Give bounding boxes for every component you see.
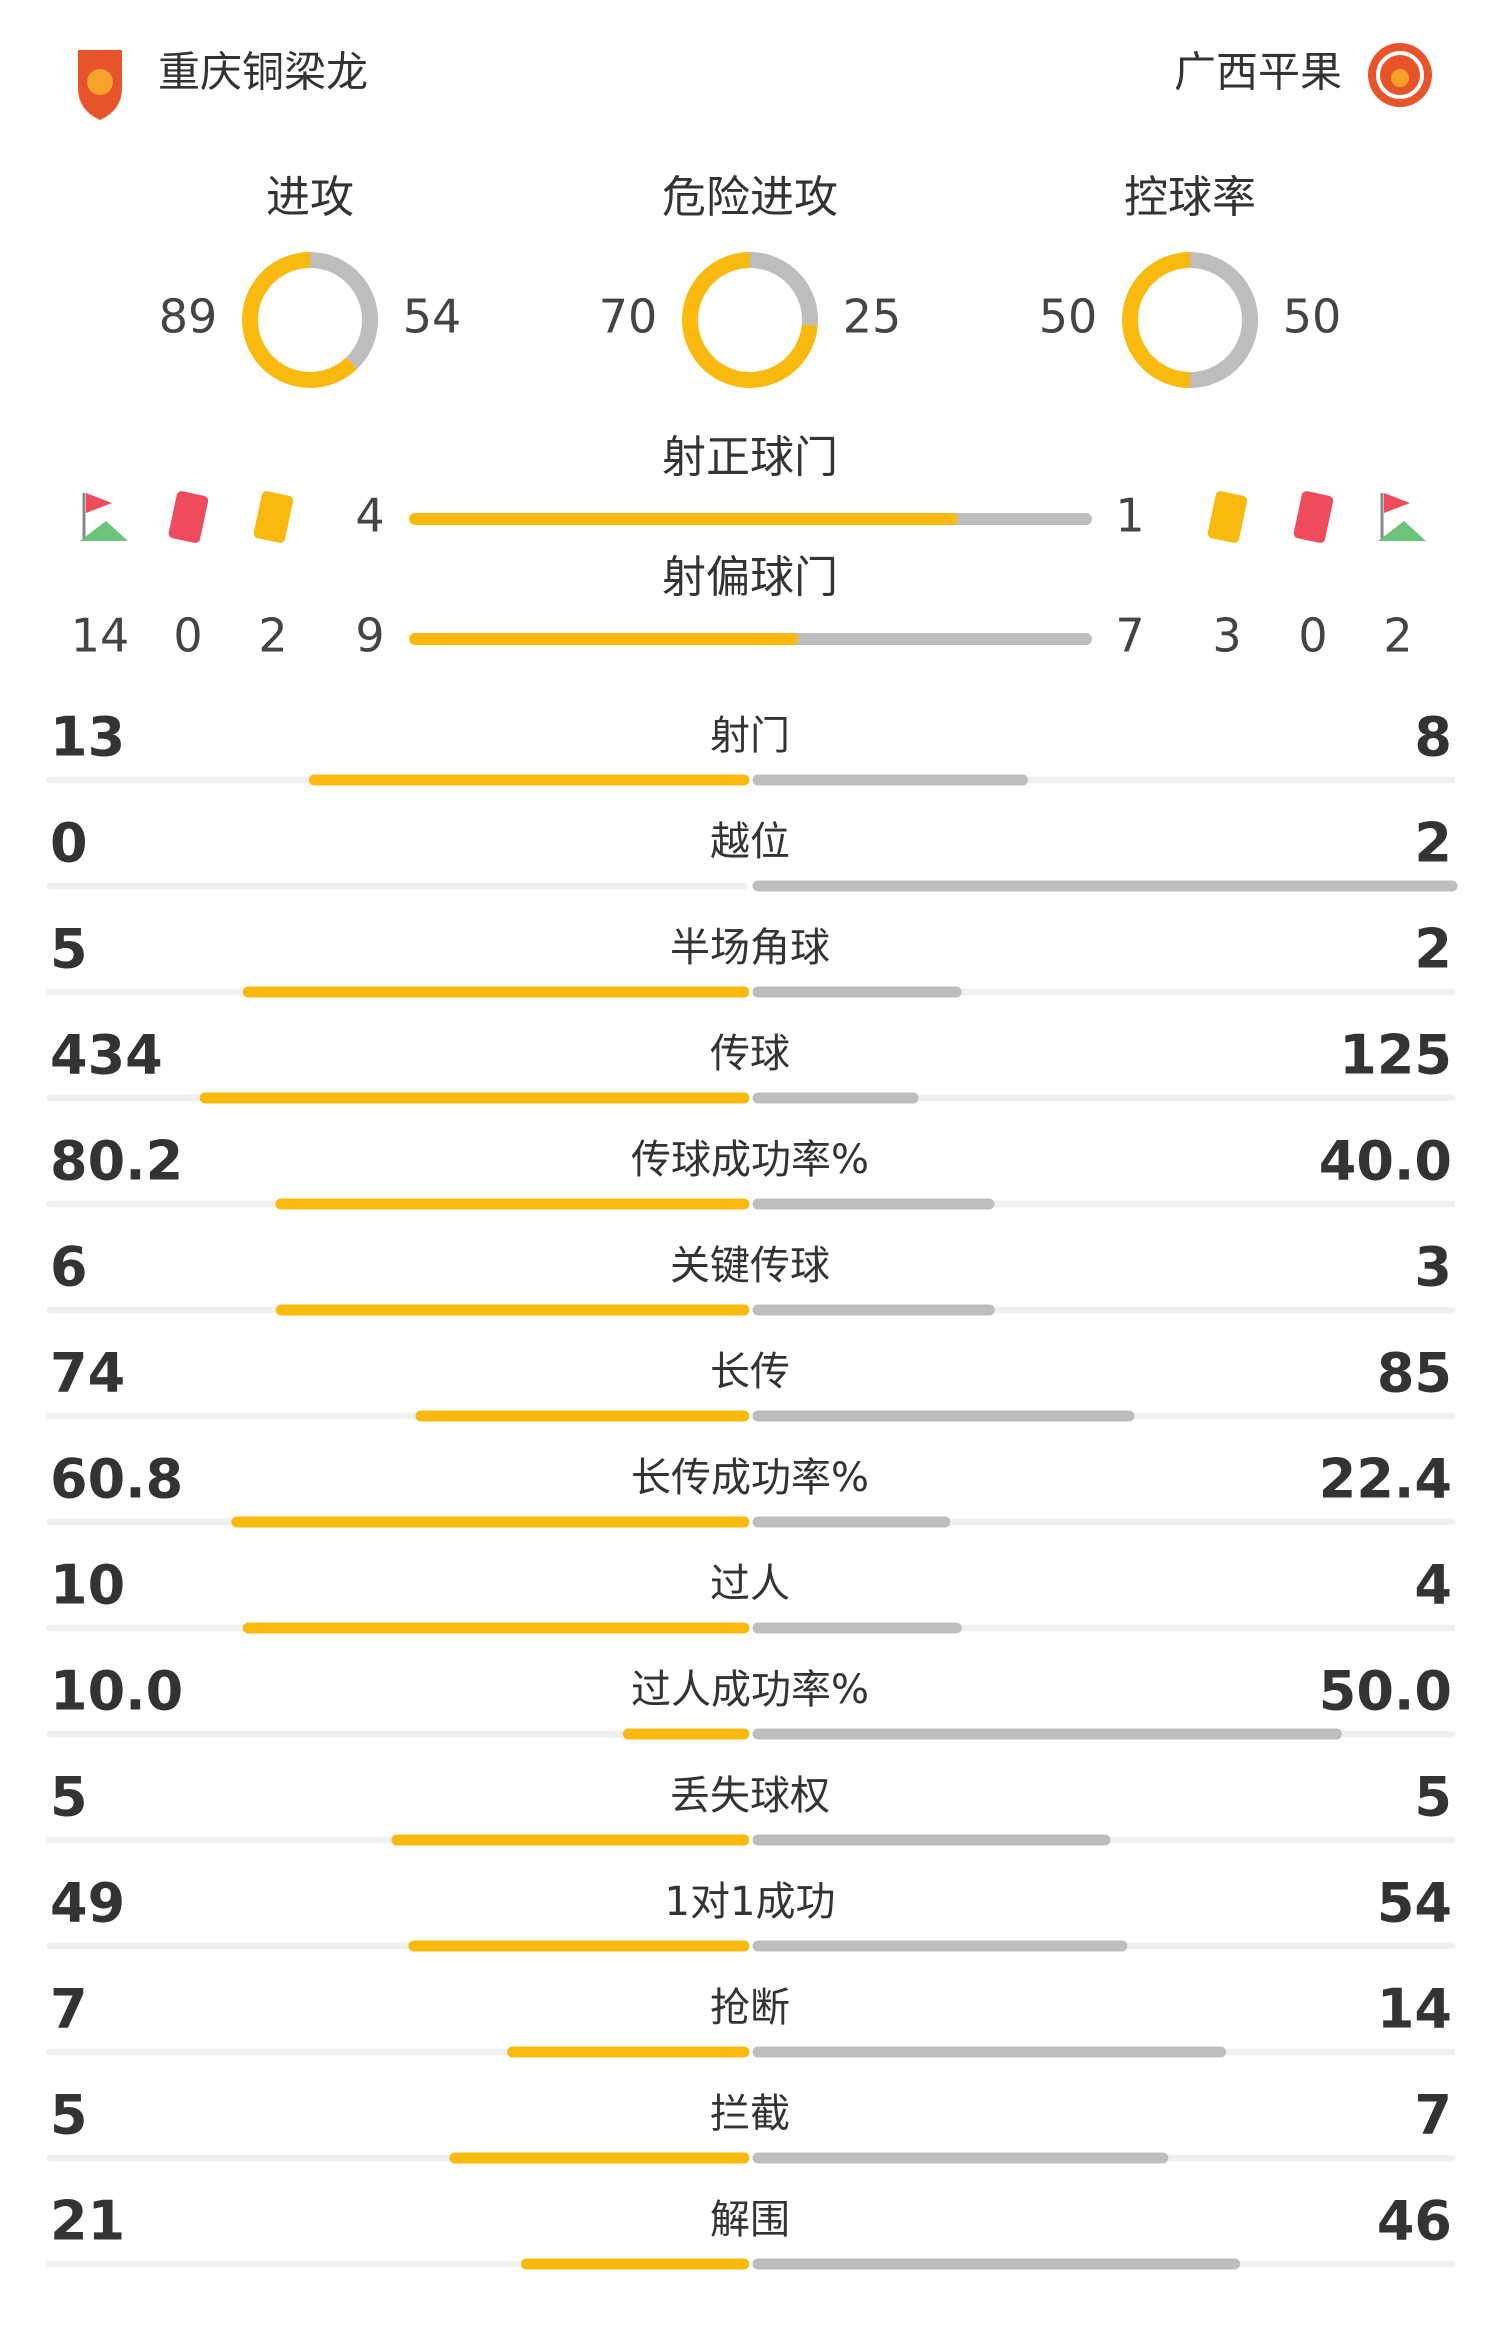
home-arc (242, 252, 358, 388)
away-team: 广西平果 (1174, 48, 1342, 97)
home-team: 重庆铜梁龙 (158, 48, 368, 97)
away-value: 2 (1414, 918, 1452, 981)
home-value: 60.8 (50, 1448, 183, 1511)
home-value: 89 (159, 290, 218, 344)
home-logo (78, 50, 122, 120)
home-value: 9 (355, 609, 384, 663)
away-value: 25 (843, 290, 902, 344)
stat-label: 1对1成功 (665, 1879, 836, 1925)
away-value: 14 (1377, 1978, 1452, 2041)
home-value: 7 (50, 1978, 88, 2041)
away-arc (749, 252, 818, 326)
stat-label: 长传 (710, 1349, 790, 1395)
away-value: 22.4 (1319, 1448, 1452, 1511)
away-value: 40.0 (1319, 1130, 1452, 1193)
count: 2 (1383, 609, 1412, 663)
home-value: 6 (50, 1236, 88, 1299)
away-value: 1 (1115, 489, 1144, 543)
away-logo (1368, 43, 1432, 107)
yellow-card-icon (1206, 490, 1249, 544)
yellow-card-icon (252, 490, 295, 544)
stat-label: 过人成功率% (631, 1667, 869, 1713)
red-card-icon (167, 490, 210, 544)
home-value: 49 (50, 1872, 125, 1935)
stat-label: 关键传球 (670, 1243, 830, 1289)
away-value: 54 (1377, 1872, 1452, 1935)
ring-title: 控球率 (1124, 172, 1256, 223)
stat-label: 丢失球权 (670, 1773, 830, 1819)
red-card-icon (1292, 490, 1335, 544)
count: 14 (71, 609, 130, 663)
stat-label: 拦截 (710, 2091, 790, 2137)
home-value: 74 (50, 1342, 125, 1405)
count: 0 (173, 609, 202, 663)
home-value: 50 (1039, 290, 1098, 344)
count: 0 (1298, 609, 1327, 663)
shot-label: 射偏球门 (662, 552, 838, 603)
away-value: 50.0 (1319, 1660, 1452, 1723)
home-value: 10.0 (50, 1660, 183, 1723)
count: 3 (1212, 609, 1241, 663)
stat-label: 长传成功率% (631, 1455, 869, 1501)
stat-label: 半场角球 (670, 925, 830, 971)
home-arc (682, 252, 818, 388)
home-value: 5 (50, 2084, 88, 2147)
away-value: 4 (1414, 1554, 1452, 1617)
corner-icon (1376, 491, 1428, 543)
home-value: 5 (50, 1766, 88, 1829)
away-value: 3 (1414, 1236, 1452, 1299)
home-value: 80.2 (50, 1130, 183, 1193)
home-value: 70 (599, 290, 658, 344)
away-value: 85 (1377, 1342, 1452, 1405)
shot-label: 射正球门 (662, 432, 838, 483)
away-value: 8 (1414, 706, 1452, 769)
home-value: 0 (50, 812, 88, 875)
away-value: 125 (1339, 1024, 1452, 1087)
stat-label: 传球成功率% (631, 1137, 869, 1183)
away-value: 54 (403, 290, 462, 344)
stat-label: 抢断 (710, 1985, 790, 2031)
away-value: 7 (1115, 609, 1144, 663)
home-value: 4 (355, 489, 384, 543)
home-value: 434 (50, 1024, 163, 1087)
ring-title: 危险进攻 (662, 172, 838, 223)
away-arc (309, 252, 378, 369)
away-value: 2 (1414, 812, 1452, 875)
stat-label: 射门 (710, 713, 790, 759)
away-arc (1189, 252, 1259, 388)
stat-label: 越位 (710, 819, 790, 865)
ring-title: 进攻 (266, 172, 354, 223)
corner-icon (78, 491, 130, 543)
away-value: 5 (1414, 1766, 1452, 1829)
stat-label: 过人 (710, 1561, 790, 1607)
home-value: 21 (50, 2190, 125, 2253)
home-arc (1121, 252, 1191, 388)
count: 2 (258, 609, 287, 663)
away-value: 7 (1414, 2084, 1452, 2147)
home-value: 10 (50, 1554, 125, 1617)
stat-label: 传球 (710, 1031, 790, 1077)
away-value: 50 (1283, 290, 1342, 344)
away-value: 46 (1377, 2190, 1452, 2253)
stat-label: 解围 (710, 2197, 790, 2243)
home-value: 13 (50, 706, 125, 769)
home-value: 5 (50, 918, 88, 981)
